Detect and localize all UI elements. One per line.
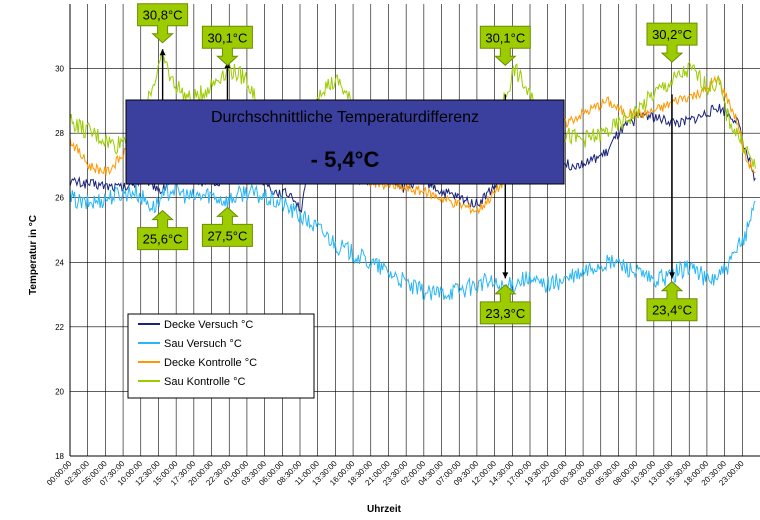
callout-shape <box>479 25 531 66</box>
y-tick-label: 30 <box>55 65 64 74</box>
legend: Decke Versuch °C Sau Versuch °C Decke Kont… <box>127 313 315 399</box>
series-line-2 <box>69 181 756 301</box>
y-tick-label: 24 <box>55 258 64 267</box>
callout-1: 30,8°C <box>137 3 189 44</box>
callout-shape <box>646 281 698 322</box>
legend-label: Decke Kontrolle °C <box>164 357 257 369</box>
callout-label: 25,6°C <box>143 232 183 247</box>
y-tick-label: 18 <box>55 452 64 461</box>
callout-6: 27,5°C <box>201 206 253 247</box>
legend-label: Decke Versuch °C <box>164 319 253 331</box>
y-tick-label: 20 <box>55 387 64 396</box>
callout-link-arrowhead <box>159 49 166 56</box>
callout-label: 23,4°C <box>652 303 692 318</box>
y-tick-label: 22 <box>55 323 64 332</box>
callout-2: 30,1°C <box>201 25 253 66</box>
callout-link-arrowhead <box>669 272 676 279</box>
callout-label: 30,1°C <box>485 30 525 45</box>
callout-label: 30,8°C <box>143 8 183 23</box>
temperature-difference-banner: Durchschnittliche Temperaturdifferenz - … <box>125 99 565 185</box>
callout-label: 27,5°C <box>208 228 248 243</box>
callout-shape <box>137 209 189 251</box>
banner-box <box>125 99 565 185</box>
callout-8: 23,4°C <box>646 281 698 322</box>
callout-5: 25,6°C <box>137 209 189 251</box>
callout-shape <box>479 284 531 325</box>
callout-label: 30,1°C <box>208 30 248 45</box>
callout-7: 23,3°C <box>479 284 531 325</box>
legend-label: Sau Kontrolle °C <box>164 376 245 388</box>
banner-title: Durchschnittliche Temperaturdifferenz <box>211 109 479 126</box>
callout-label: 30,2°C <box>652 27 692 42</box>
callout-4: 30,2°C <box>646 22 698 63</box>
callout-link-arrowhead <box>502 272 509 279</box>
callout-shape <box>201 25 253 66</box>
y-tick-label: 28 <box>55 129 64 138</box>
banner-value: - 5,4°C <box>311 147 380 172</box>
y-axis-title: Temperatur in °C <box>28 215 39 295</box>
callout-label: 23,3°C <box>485 306 525 321</box>
callouts: 30,8°C 30,1°C 30,1°C 30,2°C 25,6°C 27,5°C 23,3… <box>137 3 698 325</box>
callout-shape <box>646 22 698 63</box>
axes <box>69 4 760 457</box>
x-axis-title: Uhrzeit <box>367 504 402 515</box>
callout-shape <box>137 3 189 44</box>
callout-3: 30,1°C <box>479 25 531 66</box>
y-tick-label: 26 <box>55 194 64 203</box>
callout-shape <box>201 206 253 247</box>
legend-label: Sau Versuch °C <box>164 338 242 350</box>
legend-box <box>127 313 315 399</box>
